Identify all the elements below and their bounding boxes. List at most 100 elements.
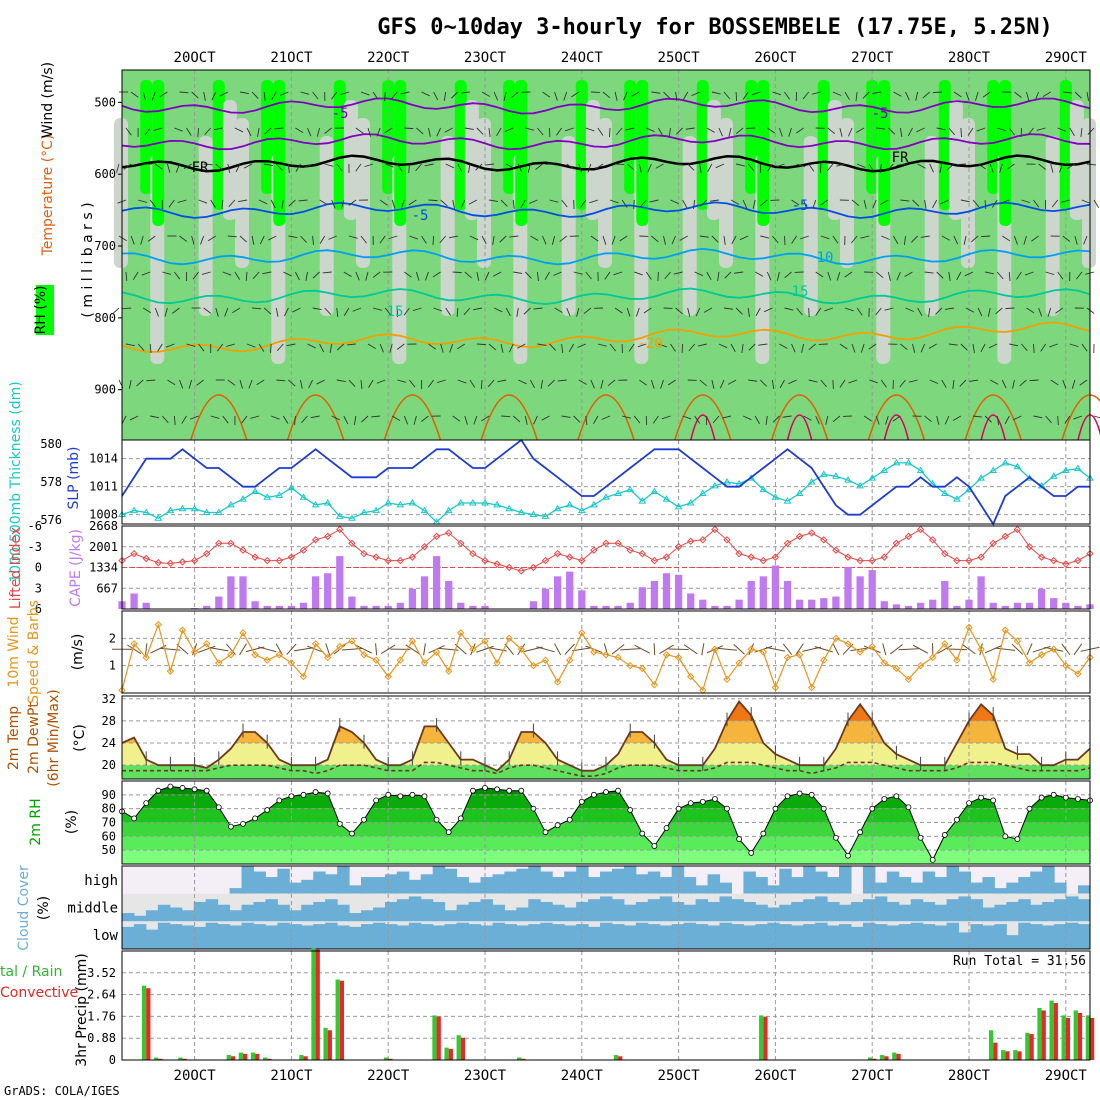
- y-tick-label: -6: [28, 519, 42, 533]
- wind-barb: [238, 199, 248, 203]
- cloud-cover-bar: [815, 896, 828, 922]
- wind-marker: [1001, 626, 1010, 634]
- wind-barb: [364, 163, 374, 168]
- thickness-marker: [1061, 466, 1070, 474]
- wind-barb: [758, 343, 768, 346]
- wind-barb: [456, 307, 459, 318]
- wind-barb: [176, 643, 189, 655]
- wind-barb: [130, 91, 139, 98]
- precip-convective-bar: [1077, 1012, 1083, 1060]
- isotherm-line: [121, 287, 1091, 306]
- rh-marker: [264, 807, 271, 813]
- wind-barb: [375, 643, 378, 656]
- wind-barb: [336, 163, 343, 172]
- wind-barb: [288, 199, 296, 207]
- wind-barb: [241, 415, 248, 424]
- wind-barb: [525, 127, 535, 131]
- wind-barb: [887, 271, 891, 281]
- wind-barb: [436, 127, 442, 137]
- wind-barb: [900, 343, 908, 351]
- wind-barb: [353, 415, 357, 425]
- precip-total-bar: [1085, 1015, 1090, 1060]
- wind-barb: [316, 379, 325, 385]
- wind-barb: [523, 307, 531, 315]
- wind-barb: [125, 271, 128, 282]
- wind-barb: [512, 199, 515, 209]
- wind-barb: [336, 379, 346, 383]
- wind-barb: [181, 415, 187, 424]
- wind-barb: [808, 379, 818, 383]
- wind-barb: [717, 271, 720, 281]
- cloud-cover-bar: [229, 925, 243, 949]
- thickness-marker: [916, 466, 925, 474]
- thickness-marker: [880, 466, 889, 474]
- wind-barb: [683, 644, 698, 655]
- cloud-cover-bar: [623, 904, 637, 922]
- cloud-cover-bar: [420, 874, 434, 894]
- isotherm-bump-hot: [980, 414, 1006, 441]
- precip-total-bar: [759, 1015, 764, 1060]
- rh-marker: [929, 856, 936, 863]
- wind-barb: [851, 235, 858, 244]
- wind-barb: [699, 379, 707, 387]
- wind-barb: [601, 415, 611, 420]
- rh-marker: [833, 834, 839, 841]
- wind-barb: [848, 379, 858, 384]
- wind-barb: [452, 415, 461, 422]
- wind-barb: [621, 199, 628, 208]
- wind-barb: [235, 163, 241, 173]
- wind-marker: [323, 653, 332, 662]
- y-tick-label: 1008: [89, 508, 118, 522]
- wind-barb: [224, 307, 229, 317]
- rh-marker: [1062, 794, 1069, 801]
- cloud-cover-bar: [779, 904, 792, 922]
- panel-label: 2m DewPt: [26, 702, 42, 774]
- wind-barb: [751, 91, 761, 96]
- wind-barb: [252, 307, 262, 310]
- panel-label: Lifted Index: [8, 527, 24, 609]
- wind-barb: [614, 91, 618, 101]
- li-marker: [953, 556, 961, 565]
- wind-barb: [752, 199, 756, 209]
- cloud-cover-bar: [157, 922, 171, 949]
- wind-barb: [177, 199, 187, 203]
- rh-dry-patch: [356, 118, 370, 268]
- li-marker: [1037, 553, 1046, 561]
- wind-barb: [611, 644, 625, 655]
- isotherm-label: -5: [792, 198, 809, 214]
- wind-barb: [460, 91, 470, 94]
- cloud-cover-bar: [970, 899, 983, 922]
- wind-barb: [685, 127, 695, 130]
- y-tick-label: 20: [102, 758, 116, 772]
- wind-barb: [784, 91, 791, 100]
- thickness-marker: [214, 508, 223, 516]
- wind-barb: [319, 199, 328, 206]
- x-tick-label-top: 27OCT: [851, 50, 894, 66]
- wind-marker: [287, 659, 296, 667]
- cloud-cover-bar: [611, 924, 625, 949]
- wind-barb: [360, 379, 363, 389]
- wind-barb: [227, 163, 231, 173]
- wind-barb: [884, 307, 894, 311]
- wind-barb: [1033, 415, 1043, 419]
- cloud-cover-bar: [635, 874, 649, 894]
- wind-barb: [1062, 379, 1067, 389]
- wind-barb: [371, 415, 381, 418]
- wind-barb: [771, 379, 775, 389]
- cloud-cover-bar: [755, 904, 768, 922]
- wind-barb: [556, 127, 562, 136]
- wind-barb: [941, 235, 950, 241]
- wind-barb: [922, 91, 930, 99]
- wind-barb: [165, 343, 175, 348]
- wind-barb: [518, 379, 527, 385]
- wind-barb: [121, 415, 127, 425]
- cloud-cover-bar: [456, 904, 470, 922]
- wind-barb: [331, 415, 340, 421]
- wind-barb: [953, 235, 959, 245]
- cloud-cover-bar: [516, 925, 529, 949]
- cape-bar: [638, 587, 646, 609]
- wind-barb: [530, 379, 536, 389]
- x-tick-label-top: 26OCT: [754, 50, 797, 66]
- cape-bar: [989, 602, 997, 609]
- wind-barb: [953, 91, 962, 98]
